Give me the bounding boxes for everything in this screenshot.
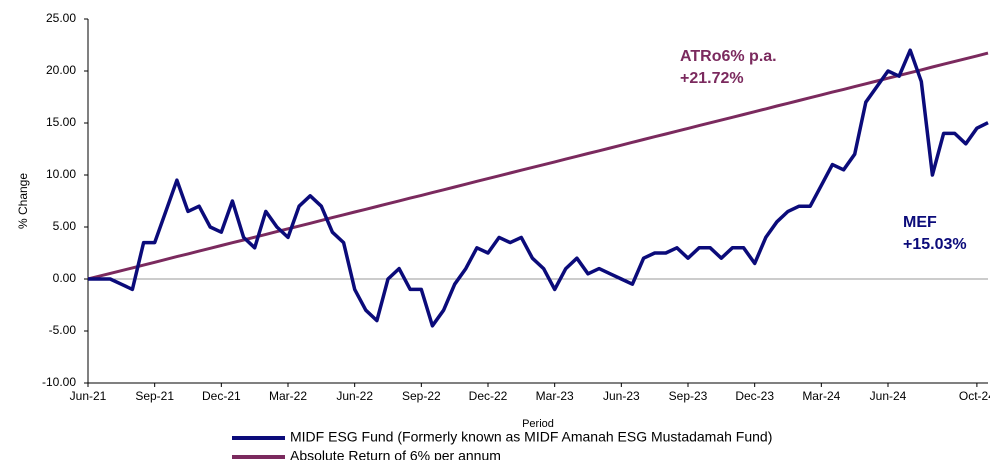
- x-tick-label: Mar-24: [802, 389, 840, 403]
- annotation: +21.72%: [680, 70, 744, 87]
- annotation: MEF: [903, 214, 937, 231]
- legend-label: MIDF ESG Fund (Formerly known as MIDF Am…: [290, 429, 772, 445]
- y-tick-label: 15.00: [46, 115, 76, 129]
- x-tick-label: Sep-21: [135, 389, 174, 403]
- y-axis-label: % Change: [16, 173, 30, 229]
- x-tick-label: Oct-24: [959, 389, 990, 403]
- y-tick-label: -10.00: [42, 375, 76, 389]
- x-tick-label: Mar-22: [269, 389, 307, 403]
- x-tick-label: Dec-22: [469, 389, 508, 403]
- y-tick-label: 10.00: [46, 167, 76, 181]
- x-tick-label: Dec-21: [202, 389, 241, 403]
- series-line: [87, 51, 989, 281]
- x-axis-label: Period: [522, 418, 554, 430]
- legend-label: Absolute Return of 6% per annum: [290, 448, 501, 460]
- x-tick-label: Jun-23: [603, 389, 640, 403]
- x-tick-label: Jun-22: [336, 389, 373, 403]
- x-tick-label: Jun-21: [70, 389, 107, 403]
- x-tick-label: Sep-23: [669, 389, 708, 403]
- y-tick-label: -5.00: [49, 323, 77, 337]
- x-tick-label: Dec-23: [735, 389, 774, 403]
- series-line: [88, 48, 989, 328]
- y-tick-label: 0.00: [53, 271, 77, 285]
- y-tick-label: 5.00: [53, 219, 77, 233]
- x-tick-label: Jun-24: [870, 389, 907, 403]
- x-tick-label: Mar-23: [536, 389, 574, 403]
- y-tick-label: 20.00: [46, 63, 76, 77]
- annotation: ATRo6% p.a.: [680, 48, 777, 65]
- y-tick-label: 25.00: [46, 11, 76, 25]
- annotation: +15.03%: [903, 236, 967, 253]
- x-tick-label: Sep-22: [402, 389, 441, 403]
